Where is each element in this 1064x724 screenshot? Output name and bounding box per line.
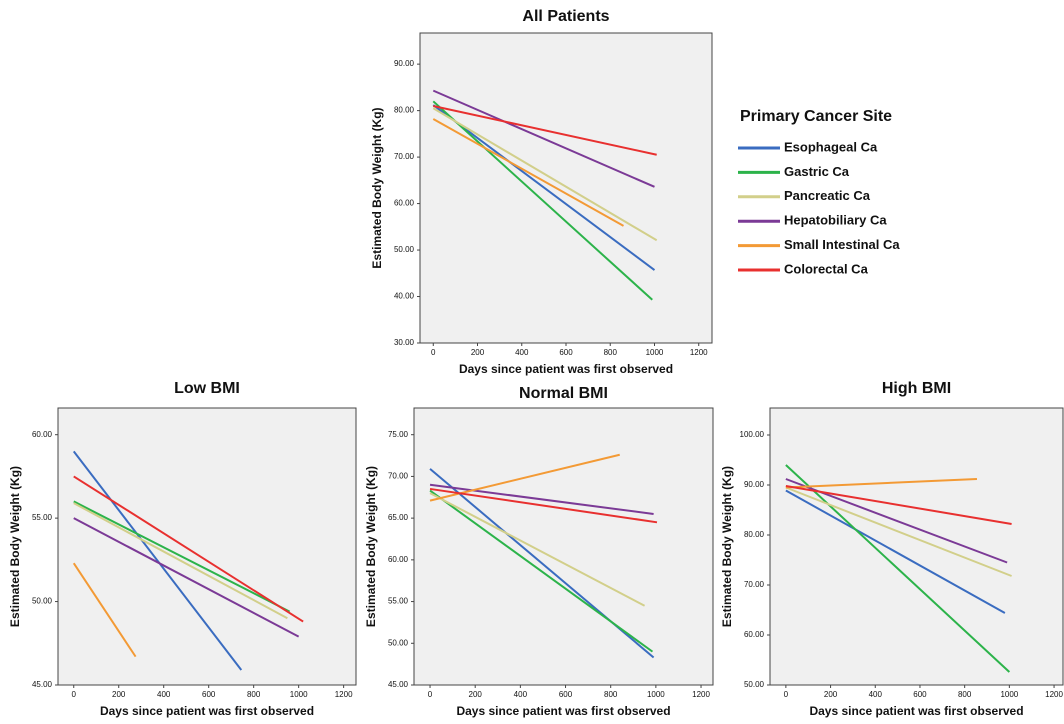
y-tick-label: 50.00 [32, 597, 53, 606]
legend-title: Primary Cancer Site [740, 108, 892, 125]
y-tick-label: 90.00 [744, 480, 765, 489]
chart-title: All Patients [522, 8, 609, 25]
series-line [72, 450, 243, 671]
x-tick-label: 1000 [647, 690, 665, 699]
x-axis-label: Days since patient was first observed [100, 704, 314, 718]
x-tick-label: 200 [471, 348, 485, 357]
series-line [72, 562, 137, 658]
series-line [73, 502, 288, 620]
x-tick-label: 1200 [690, 348, 708, 357]
x-tick-label: 0 [784, 690, 789, 699]
series-line [73, 500, 291, 613]
y-axis-label: Estimated Body Weight (Kg) [8, 466, 22, 627]
x-tick-label: 600 [913, 690, 927, 699]
series-line [785, 485, 1012, 525]
x-tick-label: 400 [515, 348, 529, 357]
y-axis-label: Estimated Body Weight (Kg) [720, 466, 734, 627]
y-tick-label: 40.00 [394, 292, 415, 301]
series-line [432, 104, 656, 271]
y-tick-label: 45.00 [388, 680, 409, 689]
y-tick-label: 70.00 [394, 152, 415, 161]
x-tick-label: 800 [604, 690, 618, 699]
plot-area [769, 407, 1064, 686]
y-tick-label: 45.00 [32, 680, 53, 689]
y-axis-label: Estimated Body Weight (Kg) [370, 107, 384, 268]
legend-label: Small Intestinal Ca [784, 237, 900, 252]
y-tick-label: 55.00 [32, 513, 53, 522]
y-tick-label: 60.00 [388, 555, 409, 564]
series-line [429, 489, 654, 653]
plot-area [419, 32, 713, 344]
x-tick-label: 800 [247, 690, 261, 699]
chart-title: Low BMI [174, 380, 240, 397]
series-line [432, 118, 625, 227]
y-tick-label: 75.00 [388, 430, 409, 439]
series-line [429, 492, 646, 607]
legend-label: Hepatobiliary Ca [784, 213, 887, 228]
x-tick-label: 800 [958, 690, 972, 699]
series-line [432, 89, 655, 188]
x-tick-label: 1000 [1000, 690, 1018, 699]
x-tick-label: 200 [824, 690, 838, 699]
series-line [785, 464, 1011, 673]
y-tick-label: 90.00 [394, 59, 415, 68]
legend-label: Esophageal Ca [784, 139, 878, 154]
x-tick-label: 800 [604, 348, 618, 357]
y-tick-label: 60.00 [744, 630, 765, 639]
x-tick-label: 1200 [335, 690, 353, 699]
y-tick-label: 50.00 [388, 638, 409, 647]
y-tick-label: 55.00 [388, 597, 409, 606]
chart-title: High BMI [882, 380, 951, 397]
y-tick-label: 50.00 [394, 245, 415, 254]
y-tick-label: 80.00 [744, 530, 765, 539]
x-tick-label: 1000 [646, 348, 664, 357]
x-axis-label: Days since patient was first observed [809, 704, 1023, 718]
plot-area [413, 407, 714, 686]
x-tick-label: 0 [431, 348, 436, 357]
y-tick-label: 50.00 [744, 680, 765, 689]
x-tick-label: 600 [559, 690, 573, 699]
x-tick-label: 400 [514, 690, 528, 699]
plot-area [57, 407, 357, 686]
legend-label: Gastric Ca [784, 164, 850, 179]
series-line [433, 104, 657, 156]
x-axis-label: Days since patient was first observed [456, 704, 670, 718]
y-tick-label: 100.00 [740, 430, 765, 439]
x-axis-label: Days since patient was first observed [459, 362, 673, 376]
y-tick-label: 30.00 [394, 338, 415, 347]
series-line [432, 100, 653, 301]
x-tick-label: 200 [469, 690, 483, 699]
x-tick-label: 0 [72, 690, 77, 699]
y-tick-label: 70.00 [744, 580, 765, 589]
x-tick-label: 200 [112, 690, 126, 699]
series-line [785, 489, 1006, 614]
legend-label: Pancreatic Ca [784, 188, 871, 203]
series-line [73, 475, 304, 623]
y-tick-label: 60.00 [394, 199, 415, 208]
y-axis-label: Estimated Body Weight (Kg) [364, 466, 378, 627]
series-line [785, 486, 1012, 577]
series-line [429, 483, 654, 515]
x-tick-label: 400 [869, 690, 883, 699]
y-tick-label: 70.00 [388, 472, 409, 481]
chart-title: Normal BMI [519, 385, 608, 402]
series-line [785, 478, 977, 489]
x-tick-label: 1000 [290, 690, 308, 699]
y-tick-label: 60.00 [32, 430, 53, 439]
y-tick-label: 65.00 [388, 513, 409, 522]
x-tick-label: 400 [157, 690, 171, 699]
series-line [429, 487, 658, 524]
legend-label: Colorectal Ca [784, 261, 869, 276]
series-line [432, 107, 658, 242]
y-tick-label: 80.00 [394, 106, 415, 115]
x-tick-label: 1200 [1045, 690, 1063, 699]
x-tick-label: 0 [428, 690, 433, 699]
x-tick-label: 600 [559, 348, 573, 357]
x-tick-label: 600 [202, 690, 216, 699]
series-line [73, 517, 300, 638]
x-tick-label: 1200 [692, 690, 710, 699]
